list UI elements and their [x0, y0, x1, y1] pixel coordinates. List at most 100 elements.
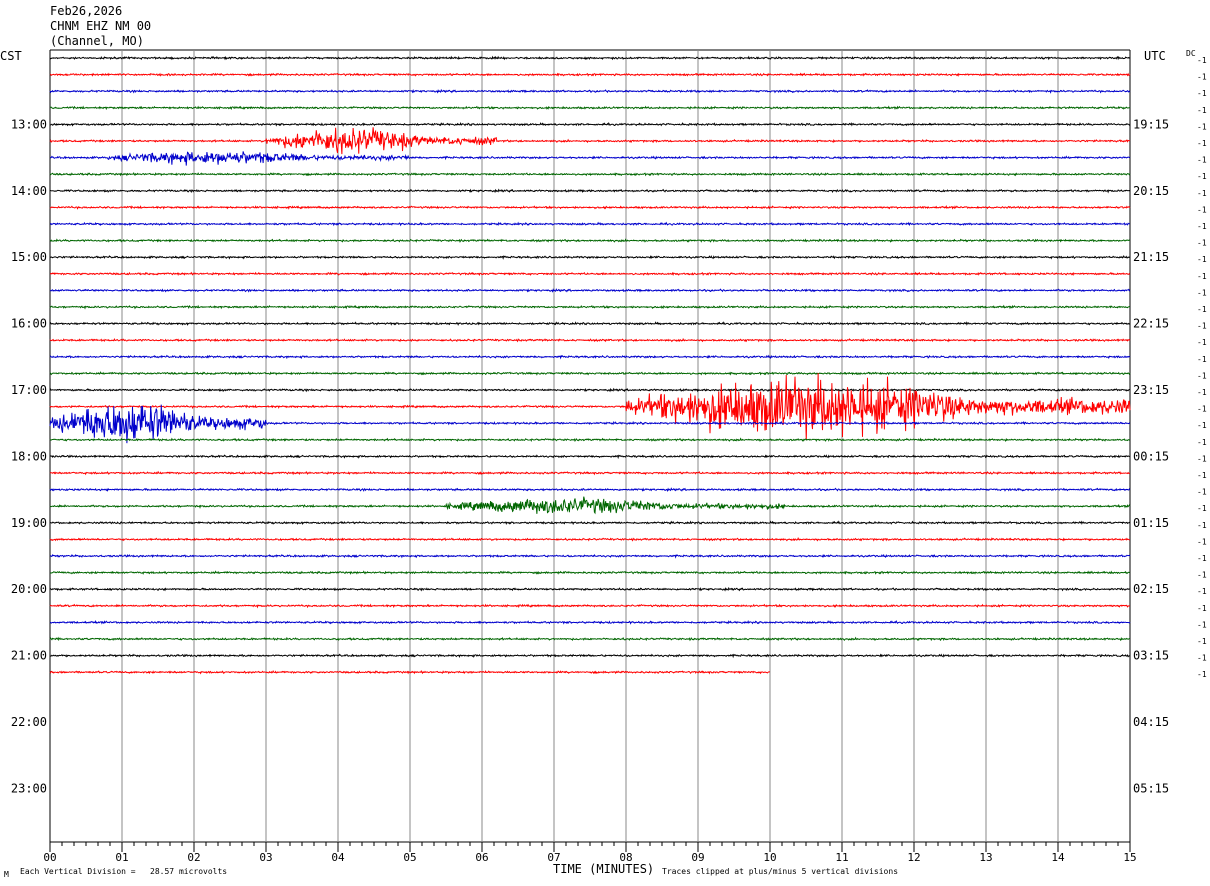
- row-offset-label: -1: [1197, 537, 1207, 546]
- left-hour-label: 20:00: [11, 582, 47, 596]
- right-hour-label: 02:15: [1133, 582, 1169, 596]
- row-offset-label: -1: [1197, 322, 1207, 331]
- left-hour-label: 13:00: [11, 117, 47, 131]
- x-tick-label: 07: [547, 851, 560, 864]
- trace-line: [49, 354, 1131, 360]
- row-offset-label: -1: [1197, 305, 1207, 314]
- record-date: Feb26,2026: [50, 4, 123, 18]
- x-tick-label: 15: [1123, 851, 1136, 864]
- x-tick-label: 06: [475, 851, 488, 864]
- trace-line: [49, 372, 1131, 441]
- x-tick-label: 09: [691, 851, 704, 864]
- row-offset-label: -1: [1197, 388, 1207, 397]
- trace-line: [49, 205, 1131, 210]
- right-hour-label: 00:15: [1133, 449, 1169, 463]
- x-tick-label: 02: [187, 851, 200, 864]
- trace-line: [49, 537, 1131, 542]
- row-offset-label: -1: [1197, 139, 1207, 148]
- row-offset-label: -1: [1197, 156, 1207, 165]
- row-offset-label: -1: [1197, 620, 1207, 629]
- right-hour-label: 05:15: [1133, 781, 1169, 795]
- trace-line: [49, 151, 1131, 166]
- left-timezone-label: CST: [0, 49, 22, 63]
- trace-line: [49, 288, 1131, 293]
- trace-line: [49, 271, 1131, 277]
- left-hour-label: 18:00: [11, 449, 47, 463]
- row-offset-label: -1: [1197, 654, 1207, 663]
- row-offset-label: -1: [1197, 521, 1207, 530]
- x-tick-label: 08: [619, 851, 632, 864]
- trace-line: [49, 72, 1131, 77]
- trace-line: [49, 172, 1131, 177]
- trace-line: [49, 404, 1131, 444]
- trace-line: [49, 371, 1131, 376]
- row-offset-label: -1: [1197, 288, 1207, 297]
- trace-line: [49, 387, 1131, 393]
- station-name: CHNM EHZ NM 00: [50, 19, 152, 33]
- trace-line: [49, 221, 1131, 227]
- trace-line: [49, 454, 1131, 460]
- row-offset-label: -1: [1197, 239, 1207, 248]
- trace-line: [49, 570, 1131, 575]
- left-hour-label: 23:00: [11, 781, 47, 795]
- row-offset-label: -1: [1197, 222, 1207, 231]
- right-hour-label: 20:15: [1133, 184, 1169, 198]
- scale-note: Each Vertical Division = 28.57 microvolt…: [20, 867, 228, 876]
- row-offset-label: -1: [1197, 604, 1207, 613]
- left-hour-label: 22:00: [11, 715, 47, 729]
- left-hour-label: 19:00: [11, 516, 47, 530]
- right-timezone-label: UTC: [1144, 49, 1166, 63]
- row-offset-label: -1: [1197, 122, 1207, 131]
- x-axis-title: TIME (MINUTES): [553, 862, 655, 876]
- row-offset-label: -1: [1197, 338, 1207, 347]
- row-offset-label: -1: [1197, 73, 1207, 82]
- row-offset-label: -1: [1197, 255, 1207, 264]
- row-offset-label: -1: [1197, 189, 1207, 198]
- row-offset-label: -1: [1197, 172, 1207, 181]
- left-hour-label: 16:00: [11, 317, 47, 331]
- row-offset-label: -1: [1197, 106, 1207, 115]
- x-tick-label: 05: [403, 851, 416, 864]
- row-offset-label: -1: [1197, 454, 1207, 463]
- row-offset-label: -1: [1197, 637, 1207, 646]
- row-offset-label: -1: [1197, 205, 1207, 214]
- trace-line: [49, 586, 1131, 592]
- trace-line: [49, 470, 1131, 476]
- row-offset-label: -1: [1197, 405, 1207, 414]
- trace-line: [49, 321, 1131, 326]
- right-hour-label: 21:15: [1133, 250, 1169, 264]
- trace-line: [49, 337, 1131, 343]
- trace-line: [49, 520, 1131, 526]
- trace-line: [49, 55, 1131, 61]
- row-offset-label: -1: [1197, 471, 1207, 480]
- left-hour-label: 21:00: [11, 649, 47, 663]
- row-offset-label: -1: [1197, 571, 1207, 580]
- row-offset-label: -1: [1197, 587, 1207, 596]
- channel-label: (Channel, MO): [50, 34, 144, 48]
- right-hour-label: 01:15: [1133, 516, 1169, 530]
- trace-line: [49, 603, 1131, 609]
- right-hour-label: 03:15: [1133, 649, 1169, 663]
- trace-line: [49, 254, 1131, 260]
- right-hour-label: 22:15: [1133, 317, 1169, 331]
- trace-line: [49, 636, 1131, 642]
- left-hour-label: 17:00: [11, 383, 47, 397]
- row-offset-label: -1: [1197, 89, 1207, 98]
- x-tick-label: 00: [43, 851, 56, 864]
- trace-line: [49, 496, 1131, 515]
- row-offset-label: -1: [1197, 670, 1207, 679]
- x-tick-label: 14: [1051, 851, 1065, 864]
- trace-line: [49, 487, 1131, 492]
- clip-note: Traces clipped at plus/minus 5 vertical …: [662, 867, 899, 876]
- trace-line: [49, 188, 1131, 194]
- row-offset-label: -1: [1197, 504, 1207, 513]
- dc-label: DC: [1186, 49, 1196, 58]
- row-offset-label: -1: [1197, 438, 1207, 447]
- x-tick-label: 10: [763, 851, 776, 864]
- trace-line: [49, 105, 1131, 111]
- corner-mark: M: [4, 870, 9, 879]
- row-offset-label: -1: [1197, 371, 1207, 380]
- x-tick-label: 01: [115, 851, 128, 864]
- row-offset-label: -1: [1197, 355, 1207, 364]
